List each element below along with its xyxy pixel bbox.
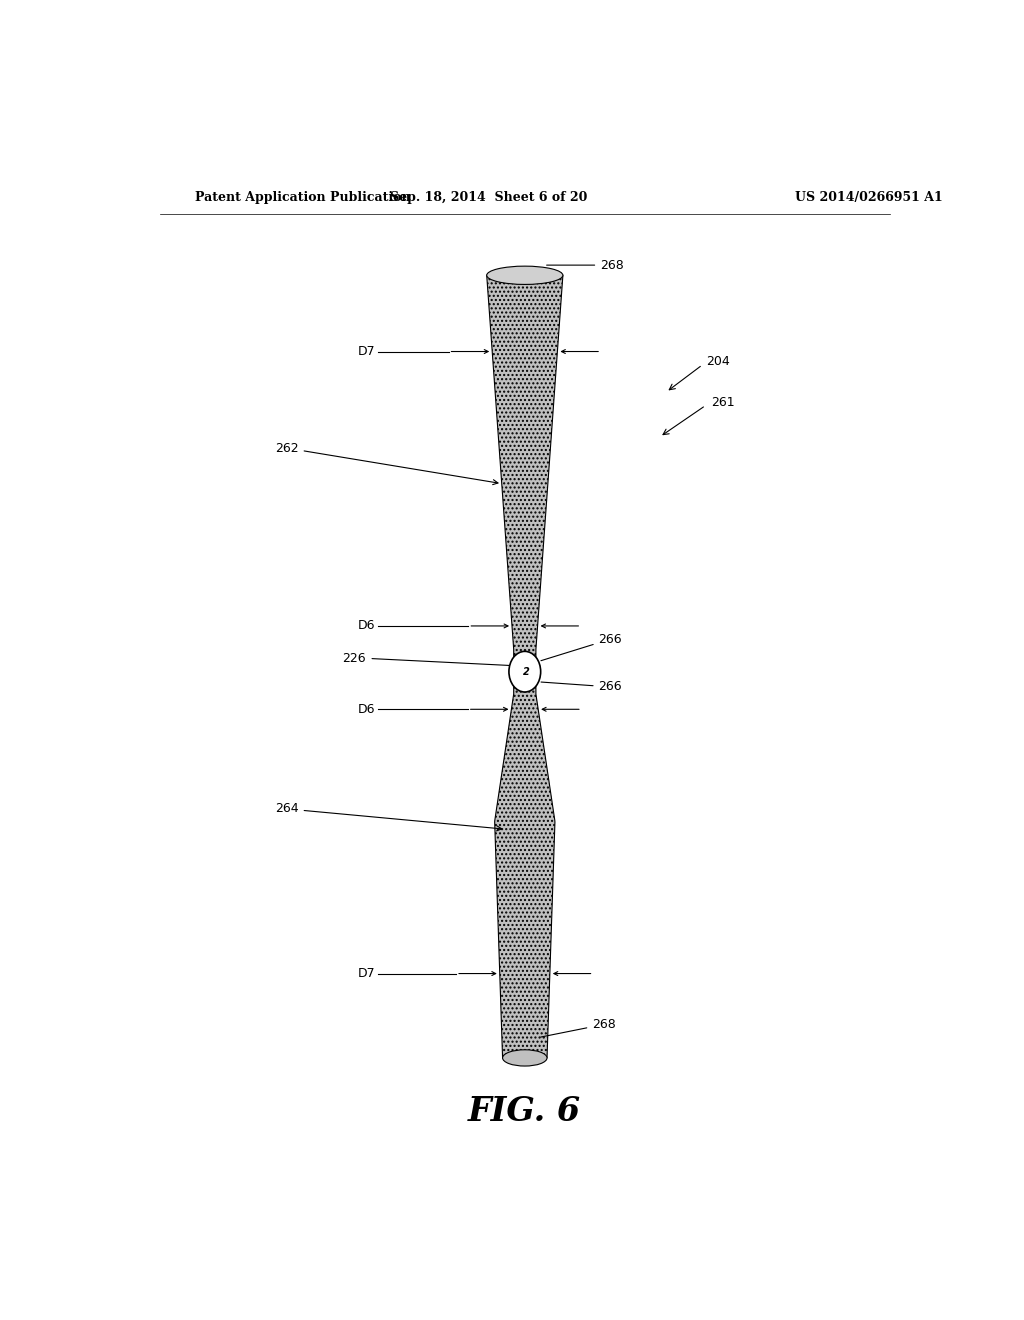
Text: US 2014/0266951 A1: US 2014/0266951 A1 [795,190,942,203]
Text: D6: D6 [358,702,376,715]
Text: D7: D7 [358,968,376,979]
Ellipse shape [486,267,563,284]
Text: Patent Application Publication: Patent Application Publication [196,190,411,203]
Text: 268: 268 [547,259,624,272]
Ellipse shape [503,1049,547,1067]
Text: Sep. 18, 2014  Sheet 6 of 20: Sep. 18, 2014 Sheet 6 of 20 [390,190,588,203]
Text: 268: 268 [541,1018,616,1038]
Text: 204: 204 [706,355,729,368]
Text: 264: 264 [275,803,502,830]
Text: FIG. 6: FIG. 6 [468,1096,582,1129]
Text: D6: D6 [358,619,376,632]
Circle shape [509,651,541,692]
Text: 262: 262 [275,442,498,484]
Text: 2: 2 [523,667,529,677]
Text: 261: 261 [712,396,735,409]
Polygon shape [486,276,563,1057]
Text: D7: D7 [358,345,376,358]
Text: 226: 226 [342,652,367,665]
Text: 266: 266 [541,680,623,693]
Text: 266: 266 [541,632,623,661]
